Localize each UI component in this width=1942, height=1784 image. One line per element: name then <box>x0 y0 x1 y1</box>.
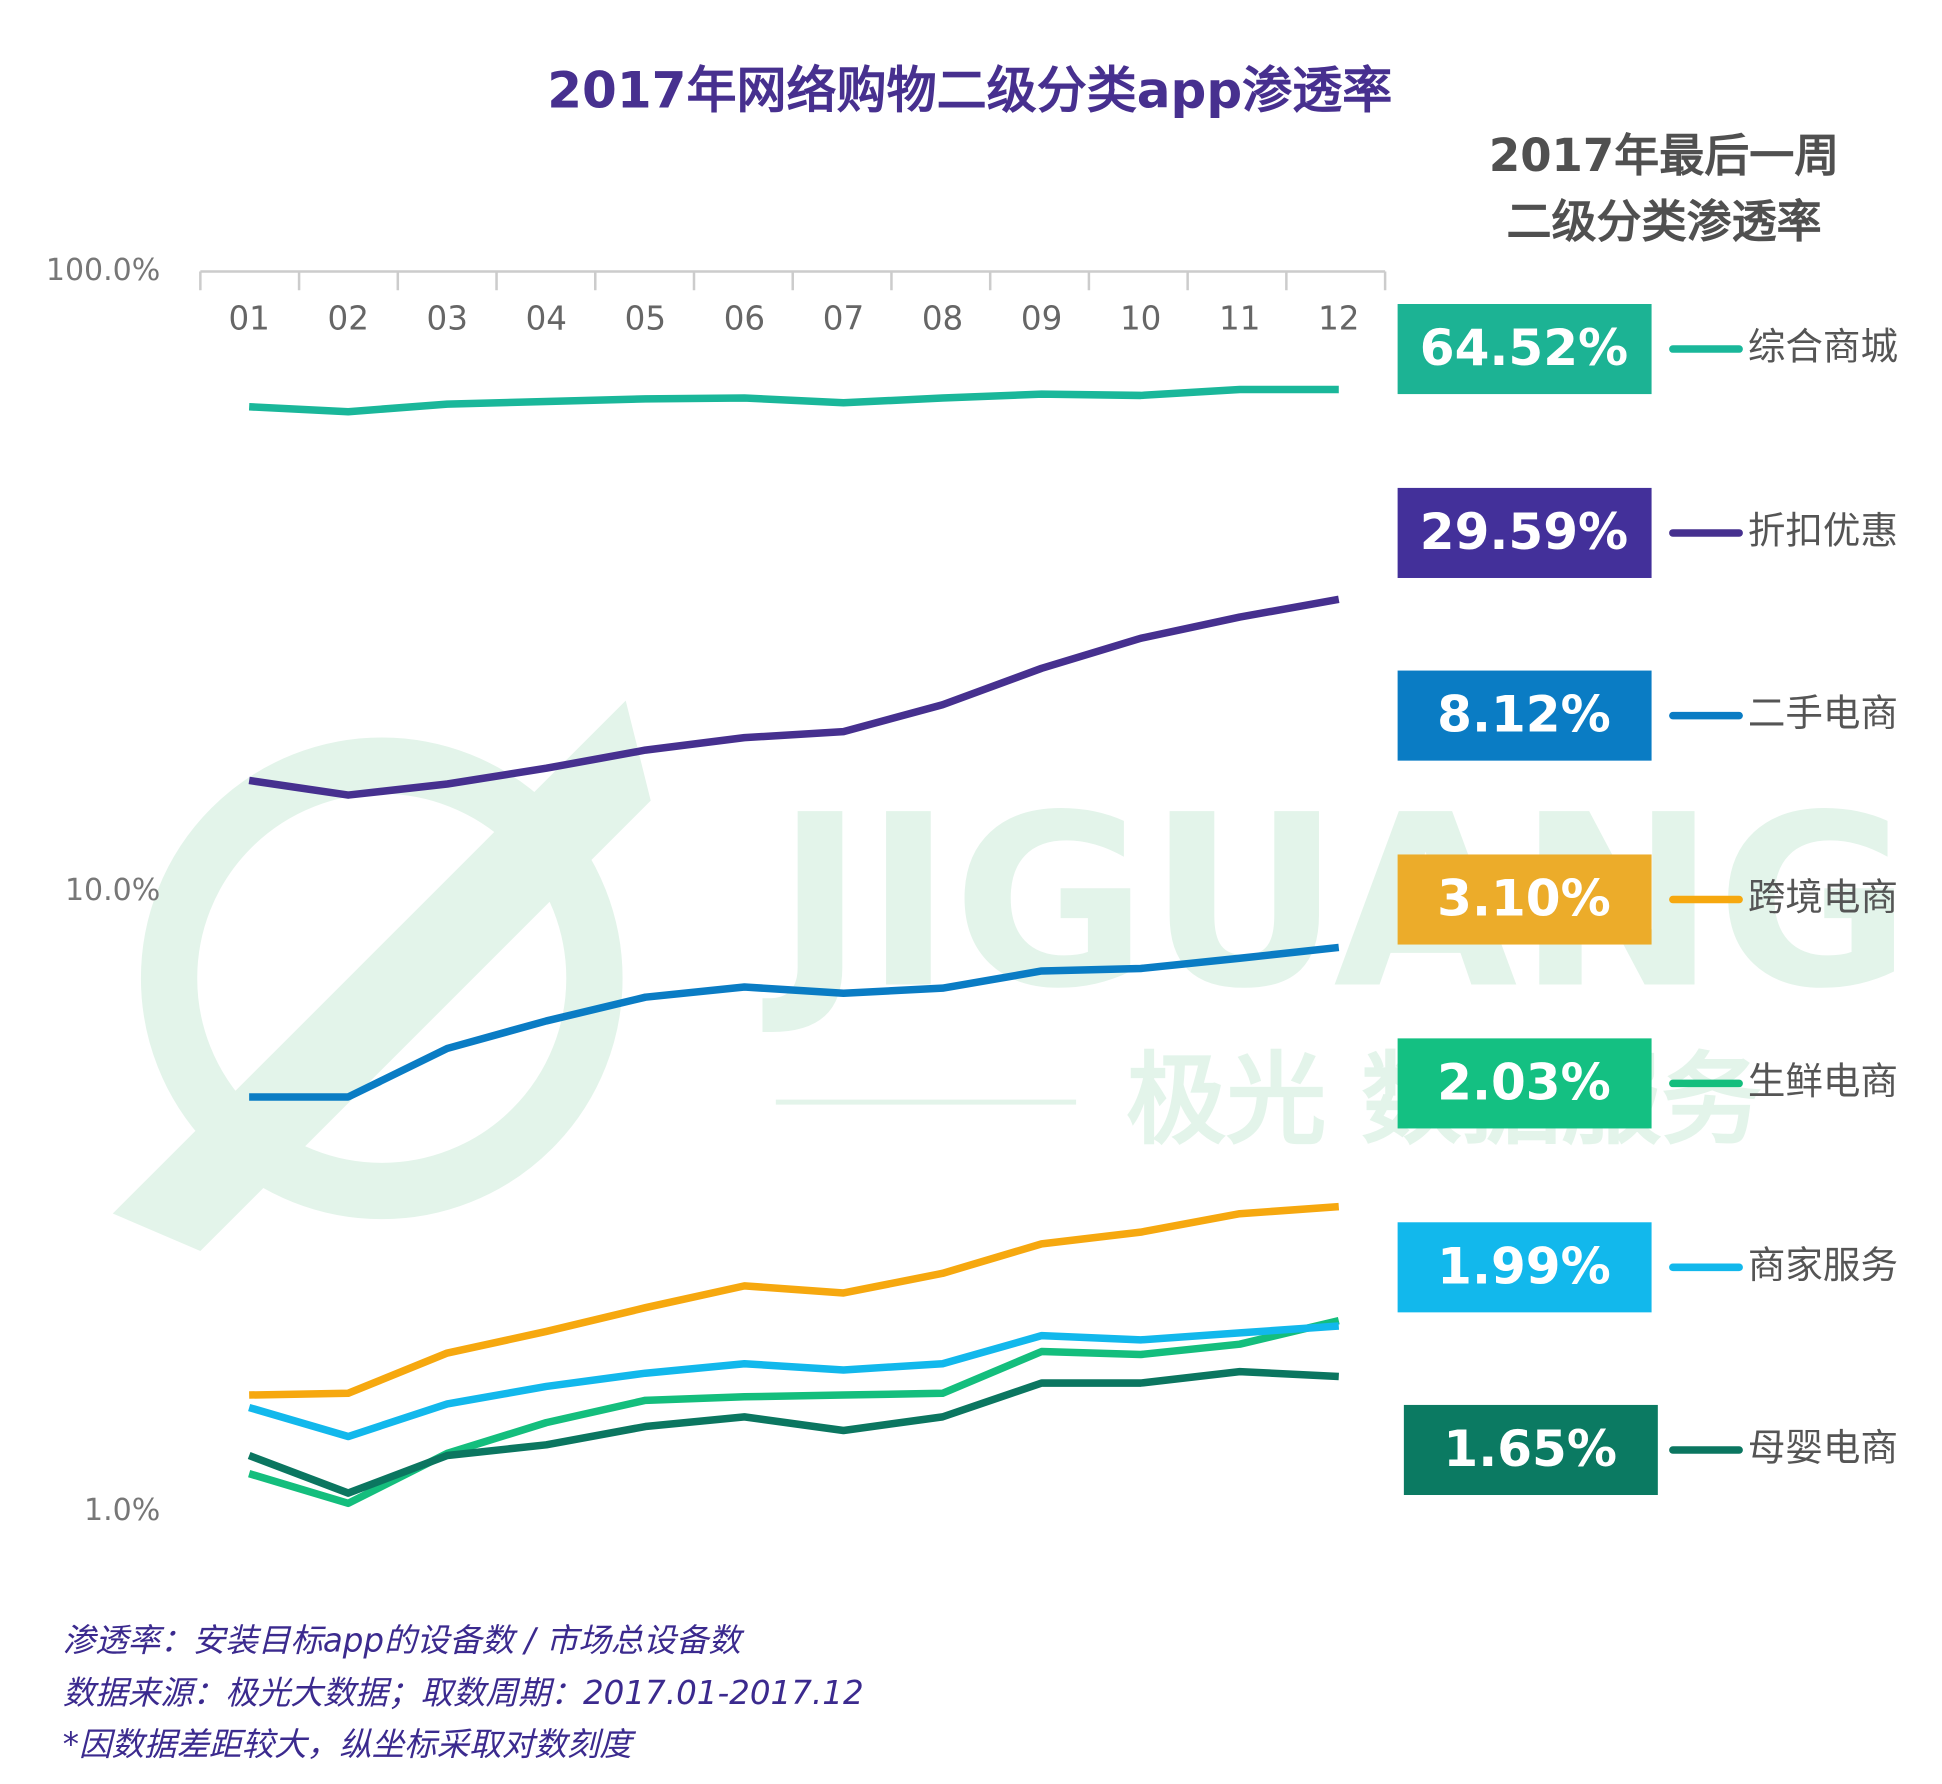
side-title: 2017年最后一周 <box>1489 129 1839 182</box>
x-tick-label: 09 <box>1021 299 1062 337</box>
y-tick-label: 1.0% <box>84 1493 160 1528</box>
value-label: 1.65% <box>1443 1420 1617 1478</box>
value-box <box>1397 487 1652 578</box>
value-box <box>1397 1038 1652 1129</box>
value-box <box>1397 1222 1652 1313</box>
x-tick-label: 12 <box>1318 299 1359 337</box>
series-line <box>247 1367 1339 1497</box>
value-box <box>1397 854 1652 945</box>
y-tick-label: 10.0% <box>65 873 160 908</box>
x-tick-label: 11 <box>1219 299 1260 337</box>
legend-label: 二手电商 <box>1748 691 1898 735</box>
legend-label: 母婴电商 <box>1748 1425 1898 1469</box>
value-label: 1.99% <box>1437 1237 1611 1295</box>
value-label: 64.52% <box>1420 319 1628 377</box>
x-tick-label: 08 <box>922 299 963 337</box>
series-line <box>249 1202 1340 1399</box>
value-label: 8.12% <box>1437 686 1611 744</box>
value-label: 2.03% <box>1437 1053 1611 1111</box>
x-tick-label: 07 <box>823 299 864 337</box>
legend-label: 折扣优惠 <box>1748 508 1898 552</box>
legend-label: 生鲜电商 <box>1748 1059 1898 1103</box>
x-tick-label: 06 <box>724 299 765 337</box>
value-box <box>1397 670 1652 761</box>
x-tick-label: 10 <box>1120 299 1161 337</box>
series-line <box>249 943 1340 1101</box>
x-tick-label: 05 <box>625 299 666 337</box>
watermark: JIGUANG 极光 数据服务 <box>112 700 1911 1252</box>
legend-label: 综合商城 <box>1748 325 1898 369</box>
x-tick-label: 01 <box>228 299 269 337</box>
value-label: 3.10% <box>1437 870 1611 928</box>
footnote: 数据来源：极光大数据；取数周期：2017.01-2017.12 <box>63 1674 864 1712</box>
side-title: 二级分类渗透率 <box>1507 195 1822 248</box>
y-tick-label: 100.0% <box>46 253 160 288</box>
legend-label: 商家服务 <box>1748 1243 1898 1287</box>
x-tick-label: 03 <box>427 299 468 337</box>
watermark-logo <box>112 700 651 1252</box>
series-line <box>248 385 1339 416</box>
series-line <box>248 1322 1340 1441</box>
x-tick-label: 04 <box>526 299 567 337</box>
value-label: 29.59% <box>1420 503 1628 561</box>
series-line <box>248 595 1340 799</box>
legend-label: 跨境电商 <box>1748 875 1898 919</box>
footnote: 渗透率：安装目标app的设备数 / 市场总设备数 <box>63 1622 746 1660</box>
footnote: *因数据差距较大，纵坐标采取对数刻度 <box>63 1725 637 1763</box>
chart-title: 2017年网络购物二级分类app渗透率 <box>547 61 1392 119</box>
x-tick-label: 02 <box>328 299 369 337</box>
value-box <box>1397 304 1652 395</box>
value-box <box>1403 1404 1658 1496</box>
watermark-logo <box>140 737 623 1220</box>
